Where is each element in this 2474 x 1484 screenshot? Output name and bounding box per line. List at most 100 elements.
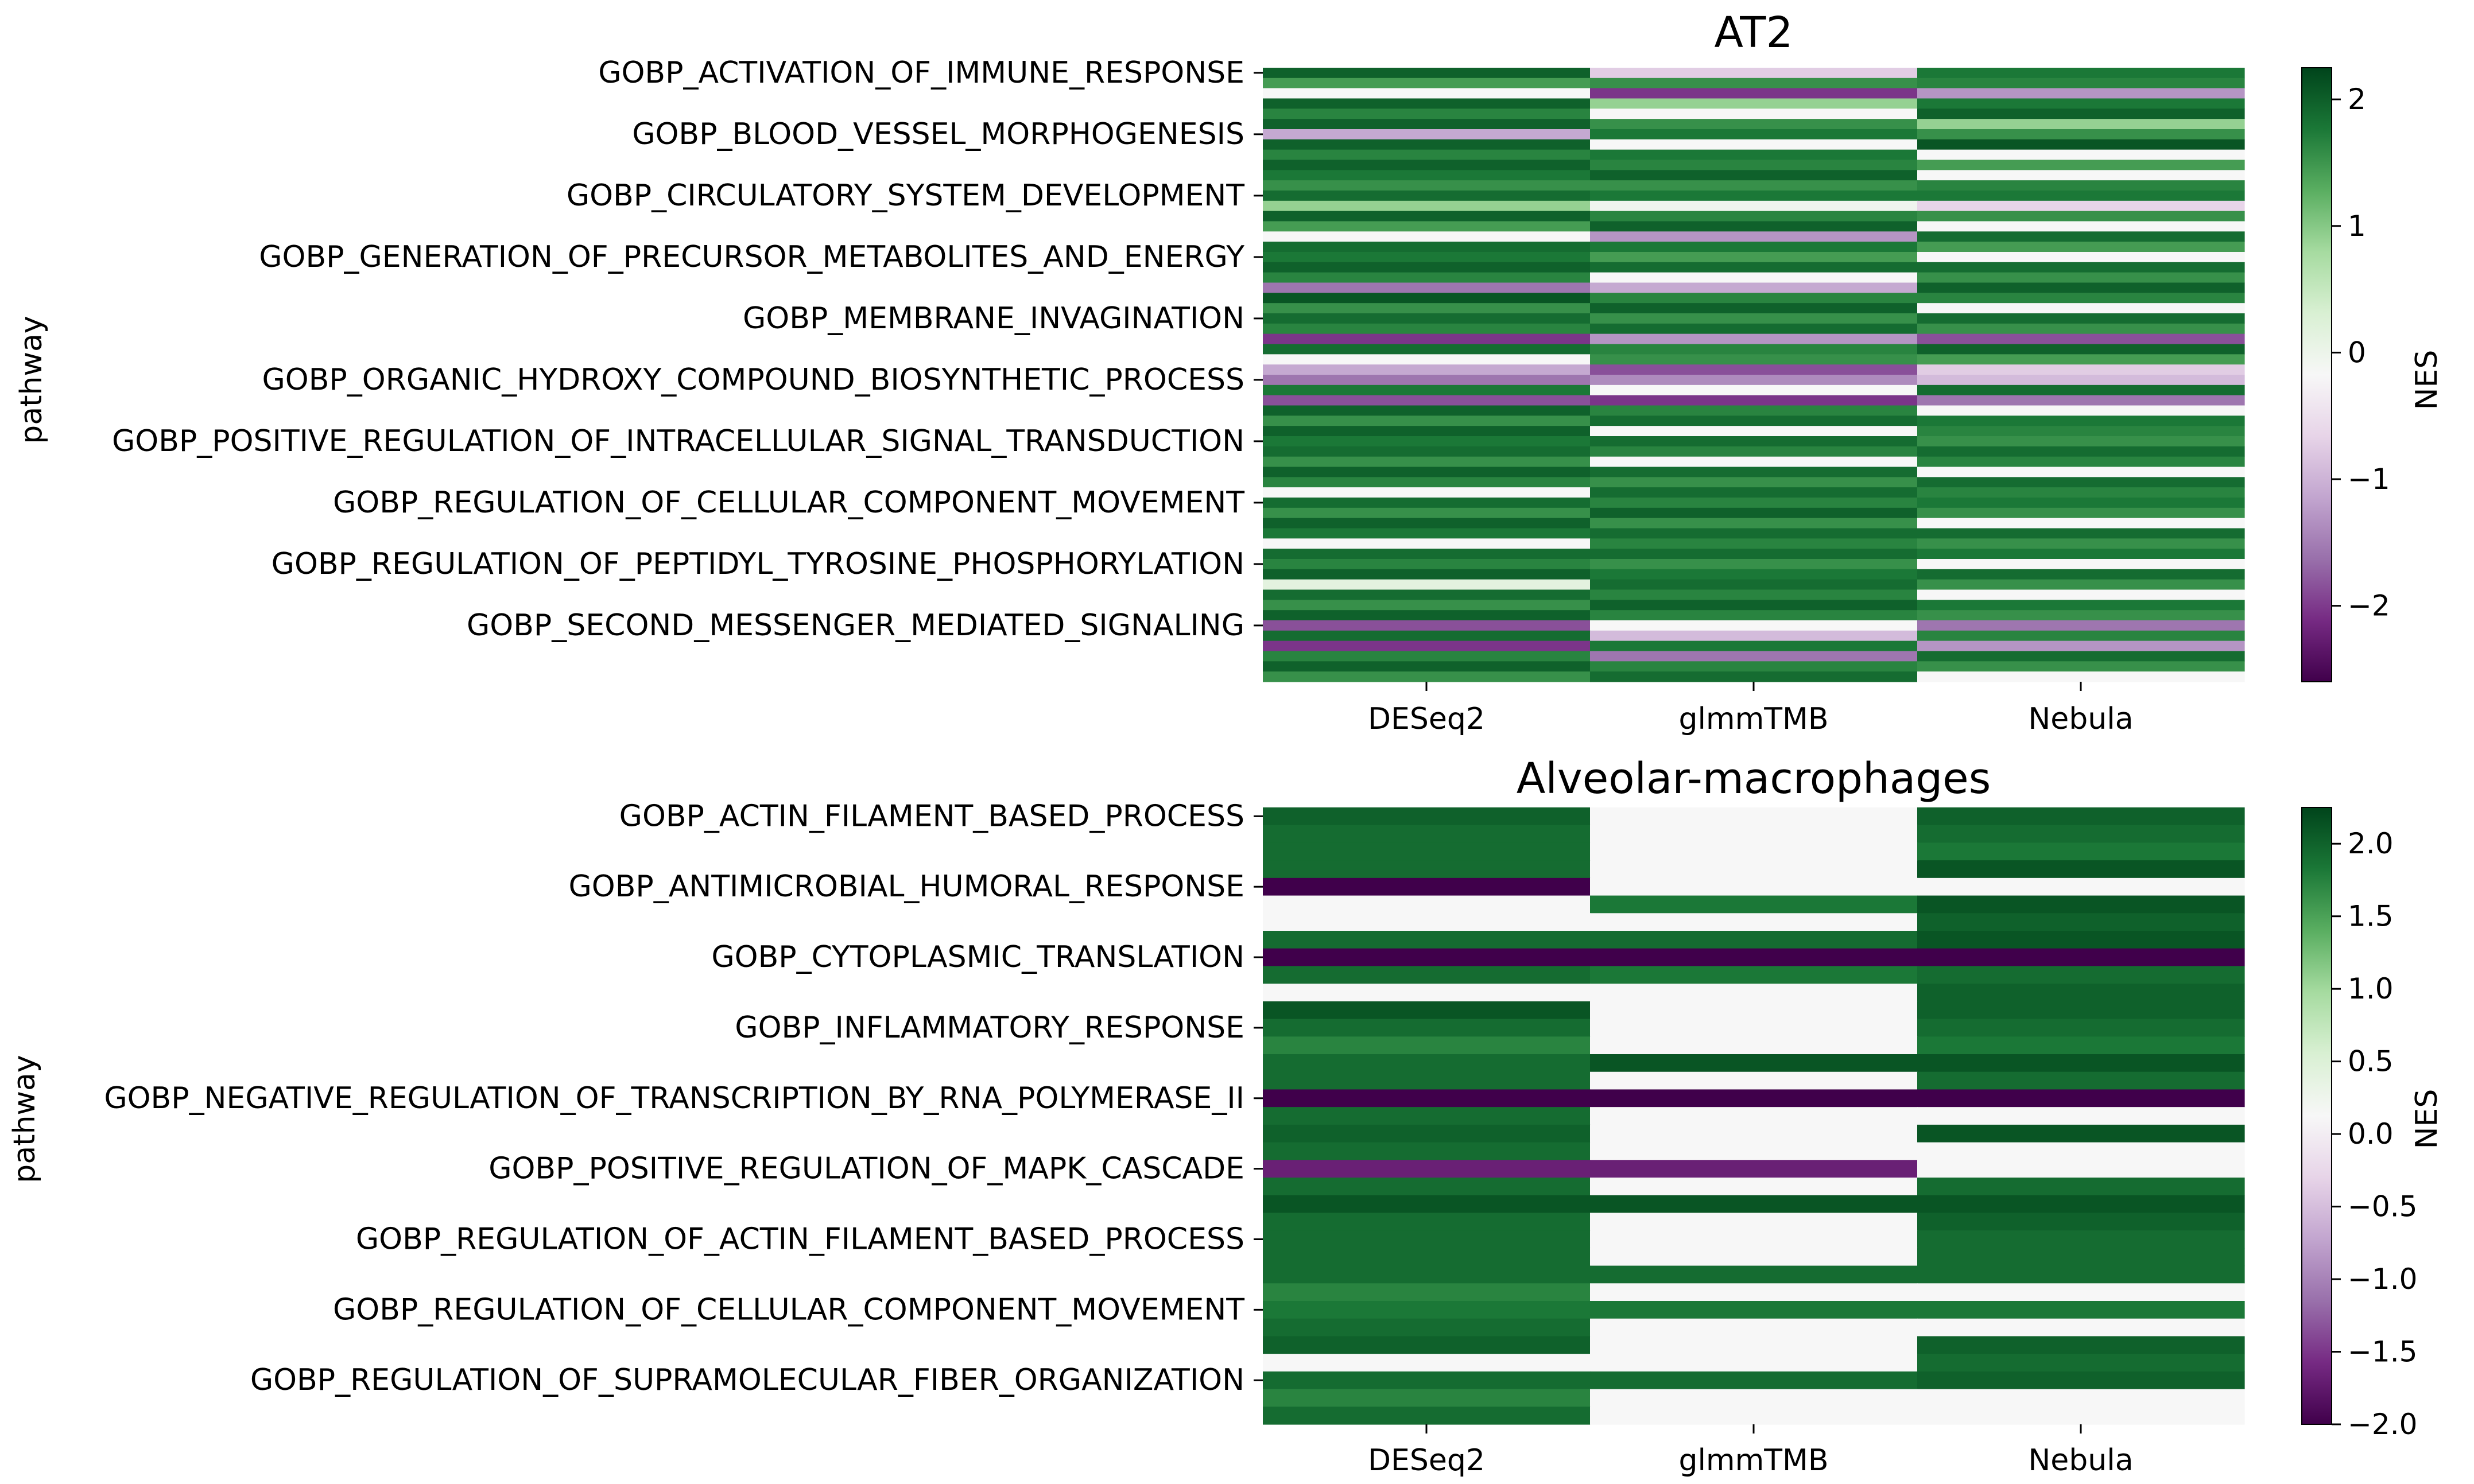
heatmap-cell <box>1917 610 2245 621</box>
heatmap-cell <box>1917 528 2245 539</box>
heatmap-cell <box>1590 549 1918 560</box>
heatmap-cell <box>1917 877 2245 896</box>
heatmap-cell <box>1590 293 1918 304</box>
heatmap-cell <box>1917 108 2245 119</box>
heatmap-cell <box>1590 589 1918 600</box>
colorbar-tick-label: 0.0 <box>2348 1117 2394 1151</box>
colorbar-at2 <box>2301 67 2332 682</box>
y-tick-labels-at2: GOBP_ACTIVATION_OF_IMMUNE_RESPONSE GOBP_B… <box>112 56 1263 643</box>
heatmap-cell <box>1917 68 2245 79</box>
heatmap-cell <box>1917 231 2245 242</box>
heatmap-cell <box>1263 395 1591 406</box>
heatmap-cell <box>1590 415 1918 426</box>
heatmap-cell <box>1917 477 2245 488</box>
heatmap-cell <box>1263 200 1591 212</box>
heatmap-cell <box>1590 518 1918 529</box>
heatmap-cell <box>1590 895 1918 914</box>
heatmap-cell <box>1263 436 1591 447</box>
y-axis-label-at2: pathway <box>14 316 49 444</box>
heatmap-cell <box>1263 1107 1591 1125</box>
x-tick-labels-at2: DESeq2 glmmTMB Nebula <box>1368 702 2134 736</box>
y-axis-label-alveolar-macrophages: pathway <box>7 1055 42 1183</box>
y-tick-labels-alveolar-macrophages: GOBP_ACTIN_FILAMENT_BASED_PROCESS GOBP_AN… <box>104 799 1263 1397</box>
heatmap-cell <box>1590 180 1918 191</box>
heatmap-cell <box>1917 966 2245 984</box>
heatmap-cell <box>1917 538 2245 549</box>
heatmap-cell <box>1263 487 1591 498</box>
heatmap-cell <box>1590 651 1918 662</box>
heatmap-cell <box>1917 77 2245 89</box>
heatmap-cell <box>1917 129 2245 140</box>
heatmap-cell <box>1917 579 2245 591</box>
heatmap-cell <box>1590 191 1918 201</box>
heatmap-cell <box>1590 262 1918 273</box>
heatmap-cell <box>1917 1265 2245 1284</box>
heatmap-cell <box>1590 272 1918 283</box>
colorbar-alveolar-macrophages <box>2301 807 2332 1425</box>
heatmap-cell <box>1917 1389 2245 1407</box>
heatmap-cell <box>1917 1371 2245 1390</box>
heatmap-cell <box>1917 415 2245 426</box>
heatmap-cell <box>1917 559 2245 570</box>
heatmap-cell <box>1263 1036 1591 1055</box>
heatmap-cell <box>1917 333 2245 345</box>
heatmap-cell <box>1590 354 1918 365</box>
y-tick-label: GOBP_BLOOD_VESSEL_MORPHOGENESIS <box>632 117 1244 151</box>
heatmap-cell <box>1263 252 1591 263</box>
heatmap-cell <box>1263 467 1591 477</box>
heatmap-cell <box>1590 877 1918 896</box>
heatmap-cell <box>1590 1407 1918 1425</box>
heatmap-cell <box>1263 610 1591 621</box>
colorbar-tick-label: 2.0 <box>2348 827 2394 860</box>
heatmap-cell <box>1590 1178 1918 1196</box>
heatmap-cell <box>1263 931 1591 949</box>
heatmap-cell <box>1917 1195 2245 1214</box>
heatmap-cell <box>1917 170 2245 181</box>
heatmap-cell <box>1917 395 2245 406</box>
heatmap-cell <box>1263 415 1591 426</box>
heatmap-cell <box>1263 661 1591 672</box>
heatmap-cell <box>1590 630 1918 642</box>
heatmap-cell <box>1917 88 2245 99</box>
heatmap-cell <box>1590 507 1918 519</box>
heatmap-cell <box>1590 1248 1918 1267</box>
heatmap-cell <box>1917 984 2245 1002</box>
y-tick-label: GOBP_REGULATION_OF_ACTIN_FILAMENT_BASED_… <box>356 1222 1244 1257</box>
heatmap-cell <box>1263 1371 1591 1390</box>
heatmap-cell <box>1917 640 2245 652</box>
heatmap-cell <box>1263 119 1591 130</box>
y-tick-label: GOBP_REGULATION_OF_PEPTIDYL_TYROSINE_PHO… <box>272 547 1244 581</box>
heatmap-cell <box>1917 498 2245 508</box>
heatmap-cell <box>1917 1107 2245 1125</box>
heatmap-cell <box>1590 661 1918 672</box>
heatmap-cell <box>1917 1142 2245 1160</box>
y-tick-label: GOBP_SECOND_MESSENGER_MEDIATED_SIGNALING <box>467 608 1244 643</box>
heatmap-cell <box>1590 1230 1918 1249</box>
heatmap-cell <box>1917 149 2245 161</box>
heatmap-cell <box>1917 364 2245 375</box>
heatmap-cell <box>1263 303 1591 314</box>
heatmap-cell <box>1590 528 1918 539</box>
heatmap-cell <box>1917 313 2245 324</box>
heatmap-cell <box>1917 211 2245 222</box>
heatmap-cell <box>1263 860 1591 879</box>
heatmap-cell <box>1590 1336 1918 1354</box>
heatmap-cell <box>1917 671 2245 682</box>
heatmap-cell <box>1917 948 2245 967</box>
heatmap-cell <box>1263 293 1591 304</box>
heatmap-cell <box>1263 498 1591 508</box>
heatmap-cell <box>1263 507 1591 519</box>
heatmap-cell <box>1263 384 1591 396</box>
heatmap-cell <box>1263 68 1591 79</box>
heatmap-cells-alveolar-macrophages <box>1263 807 2245 1434</box>
chart-title-at2: AT2 <box>1714 8 1793 57</box>
x-tick-labels-alveolar-macrophages: DESeq2 glmmTMB Nebula <box>1368 1443 2134 1478</box>
heatmap-cell <box>1590 211 1918 222</box>
heatmap-cell <box>1263 426 1591 437</box>
heatmap-cell <box>1590 948 1918 967</box>
heatmap-cell <box>1263 98 1591 109</box>
heatmap-cell <box>1917 375 2245 386</box>
heatmap-cell <box>1917 1213 2245 1231</box>
heatmap-cell <box>1590 1107 1918 1125</box>
heatmap-cell <box>1590 221 1918 232</box>
